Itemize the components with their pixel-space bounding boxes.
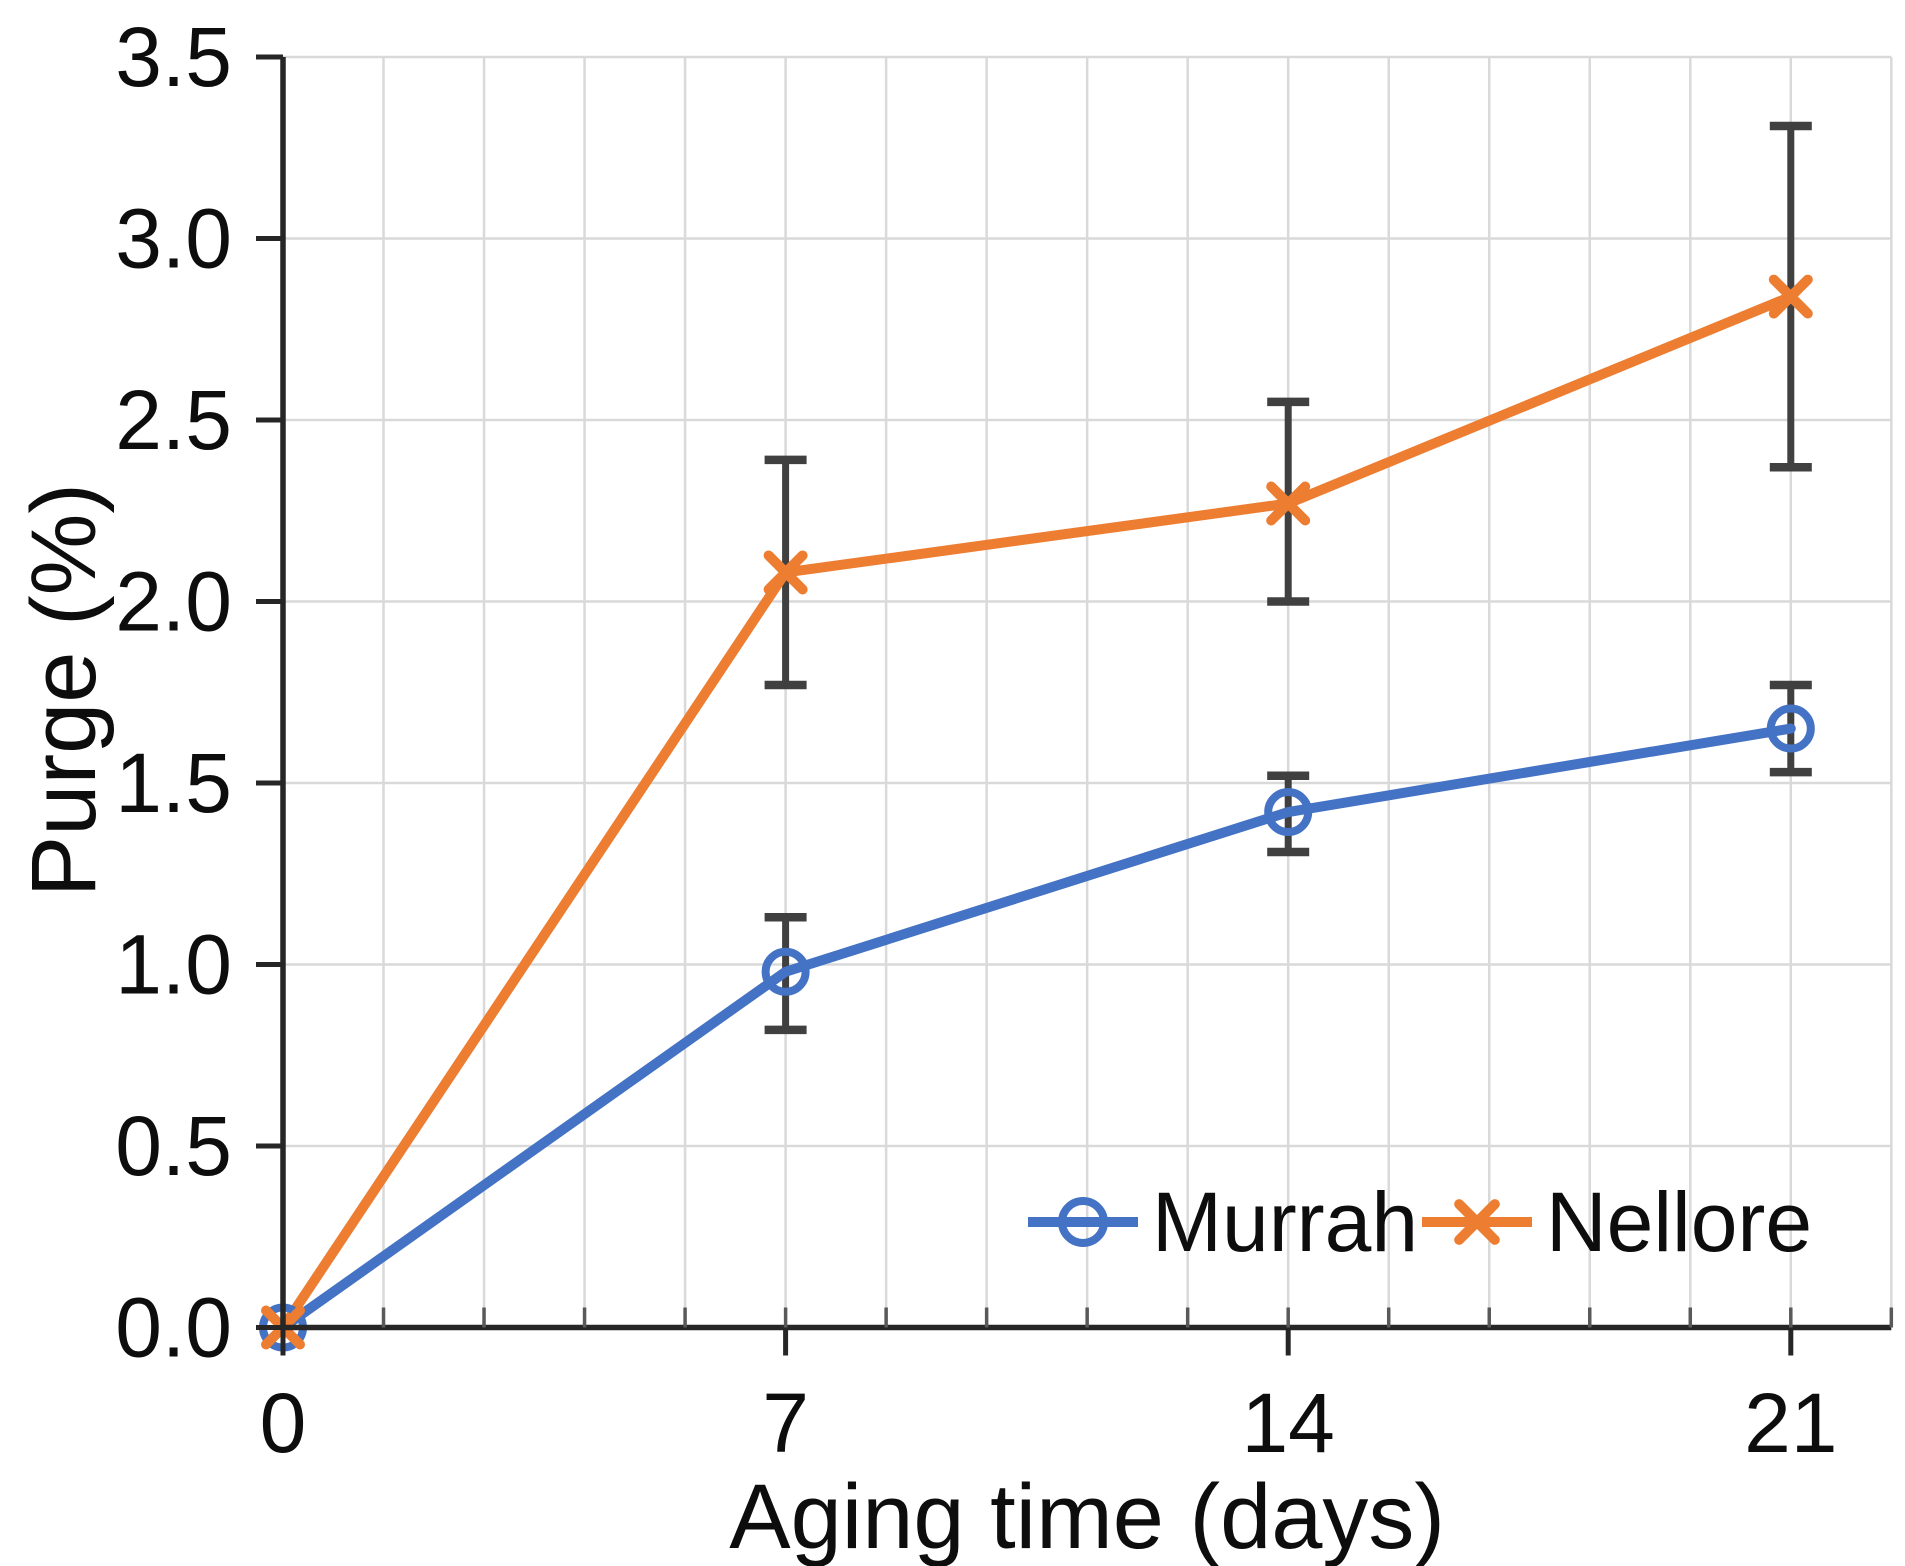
- y-axis-title: Purge (%): [13, 483, 115, 897]
- series-line-murrah: [278, 723, 1796, 1333]
- y-tick-label: 0.5: [115, 1099, 232, 1193]
- x-marker-stroke: [1266, 481, 1311, 526]
- circle-marker: [1766, 704, 1815, 753]
- axes: [256, 54, 1894, 1356]
- legend-item-nellore: Nellore: [1422, 1175, 1812, 1269]
- markers-nellore: [261, 274, 1813, 1350]
- x-marker-stroke: [763, 550, 808, 595]
- y-tick-label: 2.0: [115, 555, 232, 649]
- x-marker-stroke: [1768, 274, 1813, 319]
- y-tick-label: 3.5: [115, 10, 232, 104]
- x-tick-label: 14: [1241, 1376, 1334, 1470]
- y-tick-label: 3.0: [115, 192, 232, 286]
- tick-labels: 0.0 0.5 1.0 1.5 2.0 2.5 3.0 3.5 0 7 14 21: [115, 10, 1837, 1470]
- y-tick-label: 1.5: [115, 736, 232, 830]
- circle-marker: [761, 947, 810, 996]
- y-tick-label: 2.5: [115, 373, 232, 467]
- circle-marker: [1058, 1197, 1108, 1247]
- y-tick-label: 0.0: [115, 1281, 232, 1375]
- x-tick-label: 21: [1744, 1376, 1837, 1470]
- legend: Murrah Nellore: [1028, 1175, 1812, 1269]
- circle-marker: [1264, 788, 1313, 837]
- gridlines: [283, 55, 1893, 1328]
- x-axis-title: Aging time (days): [729, 1466, 1445, 1566]
- x-tick-label: 0: [260, 1376, 307, 1470]
- x-marker-stroke: [1454, 1199, 1500, 1245]
- legend-label: Murrah: [1152, 1175, 1418, 1269]
- series-line-nellore: [278, 291, 1796, 1333]
- legend-item-murrah: Murrah: [1028, 1175, 1418, 1269]
- y-tick-label: 1.0: [115, 918, 232, 1012]
- legend-label: Nellore: [1546, 1175, 1812, 1269]
- markers-murrah: [259, 704, 1815, 1352]
- x-tick-label: 7: [762, 1376, 809, 1470]
